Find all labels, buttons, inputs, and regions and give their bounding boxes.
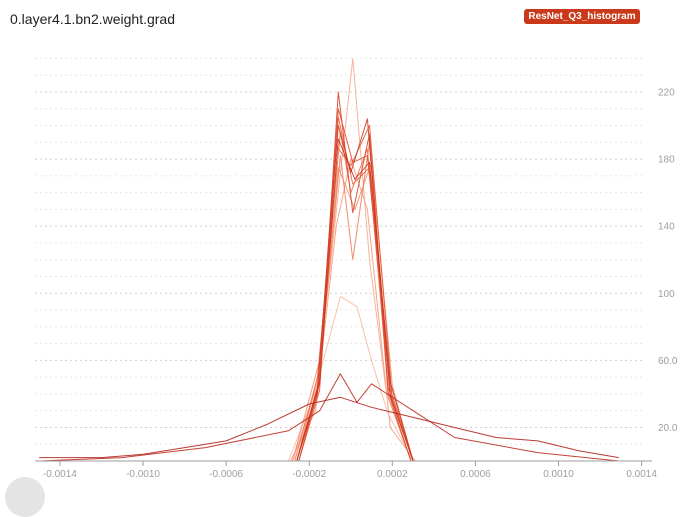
chart-title: 0.layer4.1.bn2.weight.grad xyxy=(10,11,175,27)
x-tick-label: 0.0002 xyxy=(377,469,408,480)
x-tick-label: -0.0014 xyxy=(43,469,77,480)
histogram-series-line xyxy=(45,108,619,462)
x-tick-label: 0.0014 xyxy=(626,469,657,480)
y-tick-label: 220 xyxy=(658,87,675,98)
histogram-series-line xyxy=(39,373,619,462)
x-tick-label: 0.0010 xyxy=(543,469,574,480)
histogram-series-line xyxy=(45,296,619,462)
histogram-series-line xyxy=(45,116,619,462)
x-tick-label: -0.0002 xyxy=(292,469,326,480)
y-tick-label: 180 xyxy=(658,155,675,166)
x-tick-label: 0.0006 xyxy=(460,469,491,480)
histogram-series-line xyxy=(39,396,619,459)
x-tick-label: -0.0010 xyxy=(126,469,160,480)
histogram-series-line xyxy=(45,91,619,462)
y-tick-label: 140 xyxy=(658,222,675,233)
x-tick-label: -0.0006 xyxy=(209,469,243,480)
run-badge[interactable]: ResNet_Q3_histogram xyxy=(524,9,640,24)
histogram-series-line xyxy=(45,138,619,462)
y-tick-label: 20.0 xyxy=(658,423,678,434)
axes: -0.0014 -0.0010 -0.0006 -0.0002 0.0002 0.0006… xyxy=(35,87,678,480)
y-tick-label: 60.0 xyxy=(658,356,678,367)
histogram-series-line xyxy=(45,118,619,462)
histogram-series xyxy=(39,57,619,462)
histogram-chart: -0.0014 -0.0010 -0.0006 -0.0002 0.0002 0.0006… xyxy=(35,57,678,480)
y-tick-label: 100 xyxy=(658,289,675,300)
histogram-series-line xyxy=(45,141,619,462)
grid-lines xyxy=(35,57,644,445)
expand-button[interactable] xyxy=(5,477,45,517)
